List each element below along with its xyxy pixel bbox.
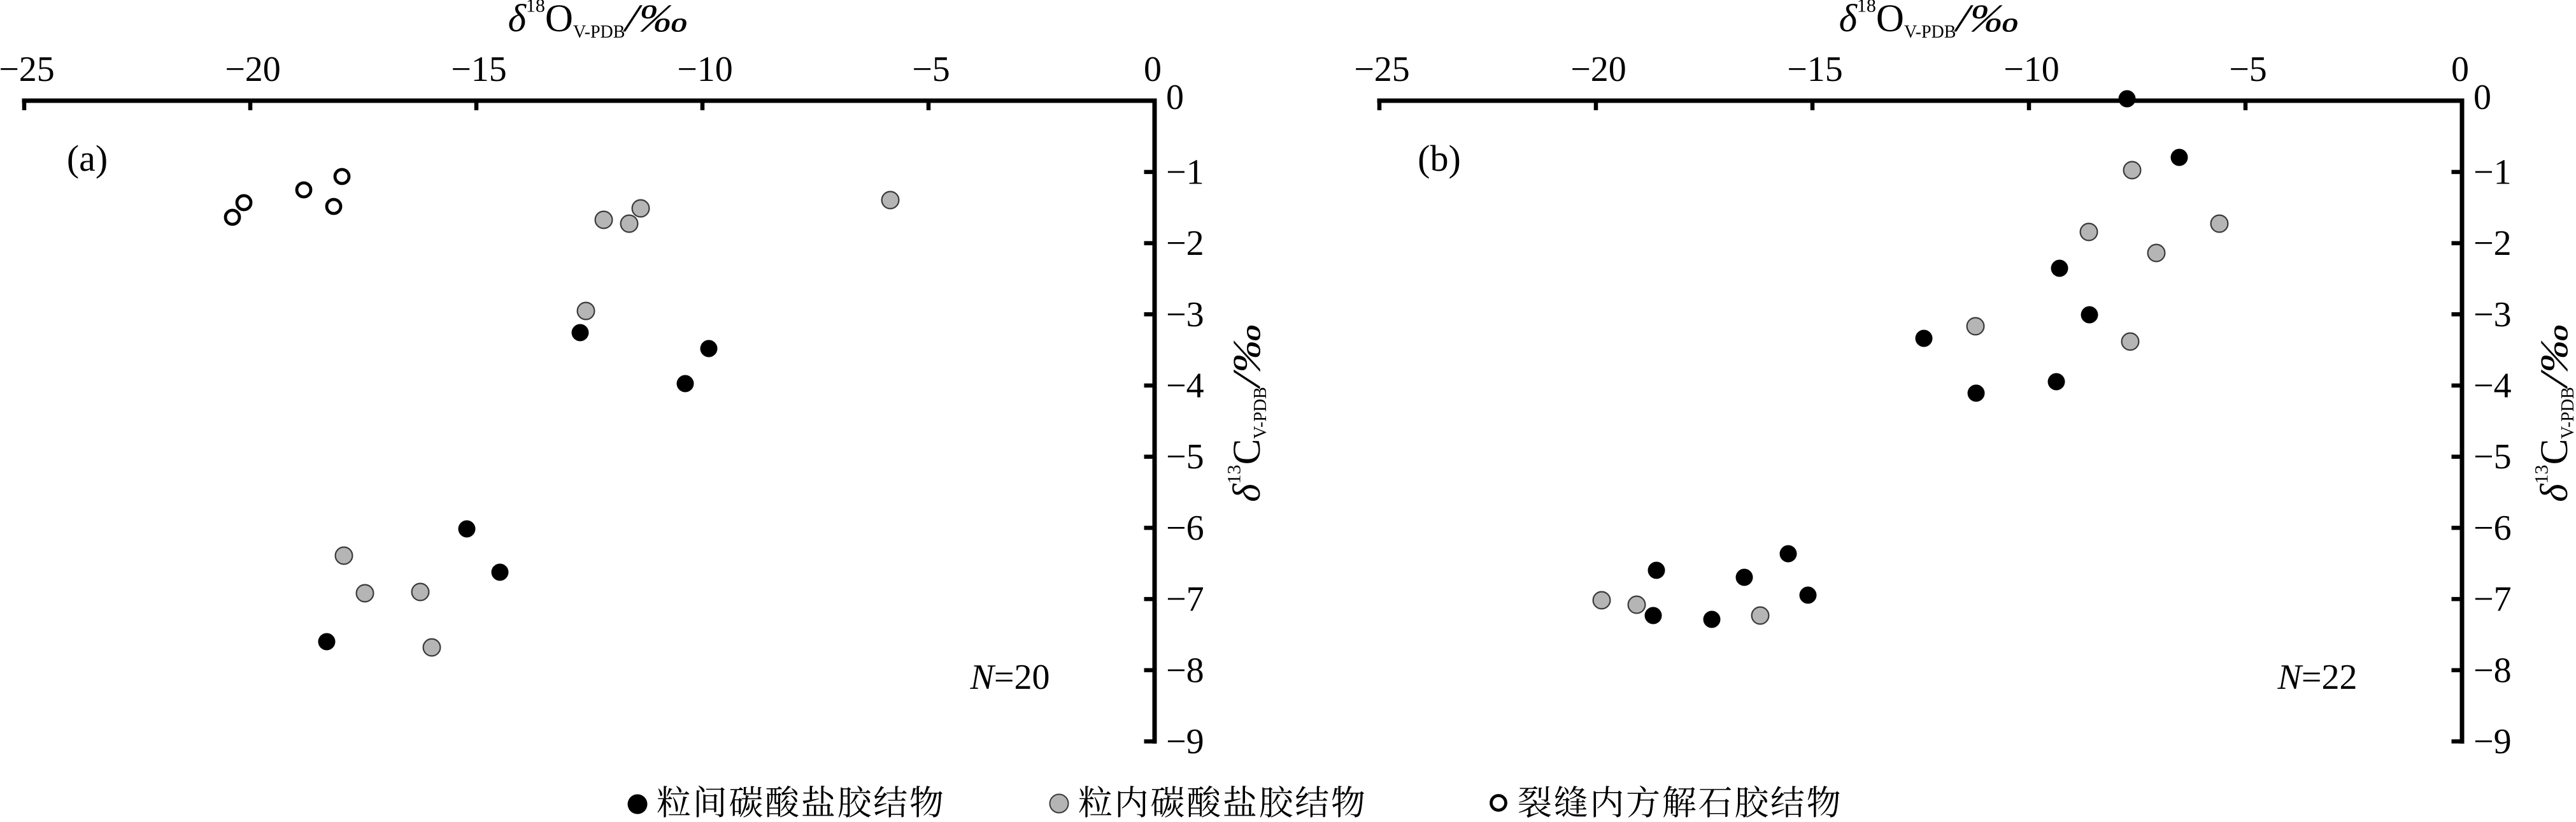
svg-text:−9: −9	[1166, 722, 1204, 761]
svg-text:−25: −25	[1354, 50, 1410, 89]
svg-text:−4: −4	[2473, 366, 2512, 406]
svg-text:−5: −5	[2229, 50, 2267, 89]
svg-text:0: 0	[2473, 78, 2491, 117]
svg-text:−5: −5	[2473, 437, 2512, 477]
svg-text:−5: −5	[912, 50, 950, 89]
svg-text:N=22: N=22	[2277, 658, 2358, 697]
svg-text:0: 0	[1166, 78, 1184, 117]
svg-text:−25: −25	[0, 50, 55, 89]
svg-text:−2: −2	[1166, 224, 1204, 263]
svg-text:−9: −9	[2473, 722, 2512, 761]
svg-text:−4: −4	[1166, 366, 1204, 406]
svg-text:−1: −1	[1166, 152, 1204, 192]
svg-text:−8: −8	[1166, 651, 1204, 690]
svg-text:−15: −15	[451, 50, 507, 89]
svg-text:−3: −3	[2473, 295, 2512, 335]
svg-text:−5: −5	[1166, 437, 1204, 477]
svg-text:(b): (b)	[1418, 138, 1461, 179]
svg-text:−6: −6	[1166, 508, 1204, 548]
svg-text:−10: −10	[2003, 50, 2060, 89]
svg-text:−15: −15	[1787, 50, 1843, 89]
svg-text:0: 0	[1144, 50, 1162, 89]
svg-text:−20: −20	[1570, 50, 1626, 89]
svg-text:(a): (a)	[67, 138, 108, 179]
svg-text:−7: −7	[2473, 580, 2512, 619]
svg-text:−3: −3	[1166, 295, 1204, 335]
svg-text:−7: −7	[1166, 580, 1204, 619]
svg-text:−20: −20	[225, 50, 281, 89]
svg-text:0: 0	[2451, 50, 2469, 89]
svg-text:N=20: N=20	[970, 658, 1050, 697]
svg-text:−2: −2	[2473, 224, 2512, 263]
svg-text:−6: −6	[2473, 508, 2512, 548]
svg-text:−8: −8	[2473, 651, 2512, 690]
svg-text:−1: −1	[2473, 152, 2512, 192]
svg-text:−10: −10	[677, 50, 733, 89]
